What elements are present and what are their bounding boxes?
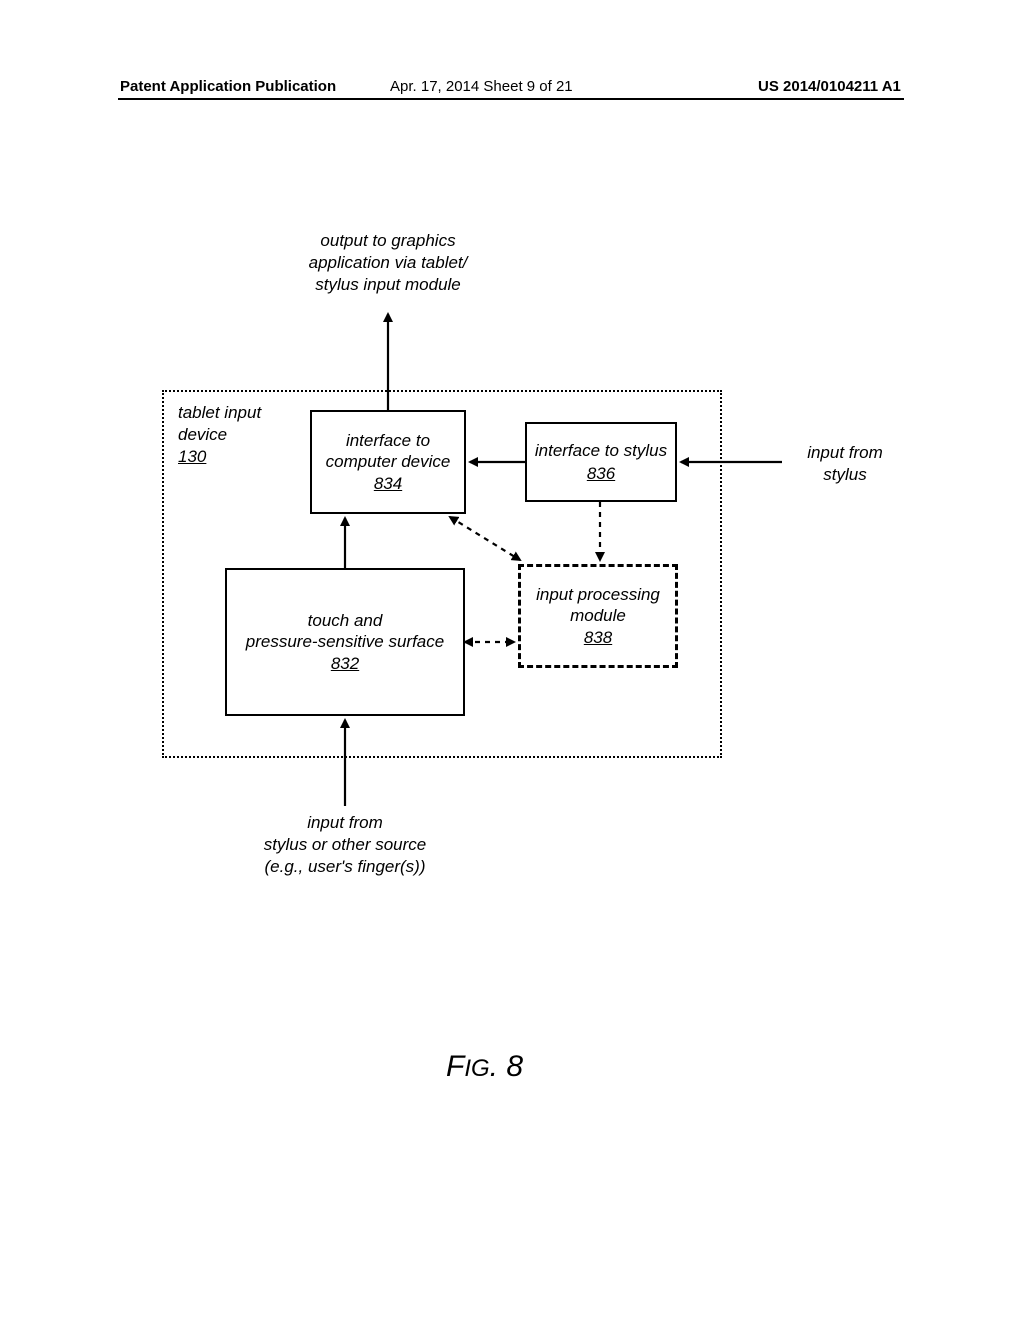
label-output-top: output to graphicsapplication via tablet… xyxy=(280,230,496,296)
header-left: Patent Application Publication xyxy=(120,78,336,95)
container-title-text: tablet inputdevice xyxy=(178,403,261,444)
box-input-processing-ref: 838 xyxy=(584,628,612,648)
header-rule xyxy=(118,98,904,100)
box-input-processing: input processingmodule 838 xyxy=(518,564,678,668)
figure-caption: FIG. 8 xyxy=(446,1050,523,1084)
container-ref: 130 xyxy=(178,447,206,466)
box-interface-stylus-label: interface to stylus xyxy=(535,440,667,461)
box-touch-surface-ref: 832 xyxy=(331,654,359,674)
label-input-bottom: input fromstylus or other source(e.g., u… xyxy=(238,812,452,878)
box-interface-computer: interface tocomputer device 834 xyxy=(310,410,466,514)
box-touch-surface: touch andpressure-sensitive surface 832 xyxy=(225,568,465,716)
container-title: tablet inputdevice 130 xyxy=(178,402,278,468)
header-right: US 2014/0104211 A1 xyxy=(758,78,901,95)
label-input-bottom-text: input fromstylus or other source(e.g., u… xyxy=(264,813,427,876)
header-center: Apr. 17, 2014 Sheet 9 of 21 xyxy=(390,78,573,95)
box-input-processing-label: input processingmodule xyxy=(536,584,660,627)
label-input-right: input fromstylus xyxy=(790,442,900,486)
box-touch-surface-label: touch andpressure-sensitive surface xyxy=(246,610,444,653)
label-input-right-text: input fromstylus xyxy=(807,443,883,484)
box-interface-computer-label: interface tocomputer device xyxy=(326,430,451,473)
box-interface-stylus-ref: 836 xyxy=(587,464,615,484)
page: Patent Application Publication Apr. 17, … xyxy=(0,0,1024,1320)
box-interface-stylus: interface to stylus 836 xyxy=(525,422,677,502)
label-output-top-text: output to graphicsapplication via tablet… xyxy=(309,231,468,294)
box-interface-computer-ref: 834 xyxy=(374,474,402,494)
